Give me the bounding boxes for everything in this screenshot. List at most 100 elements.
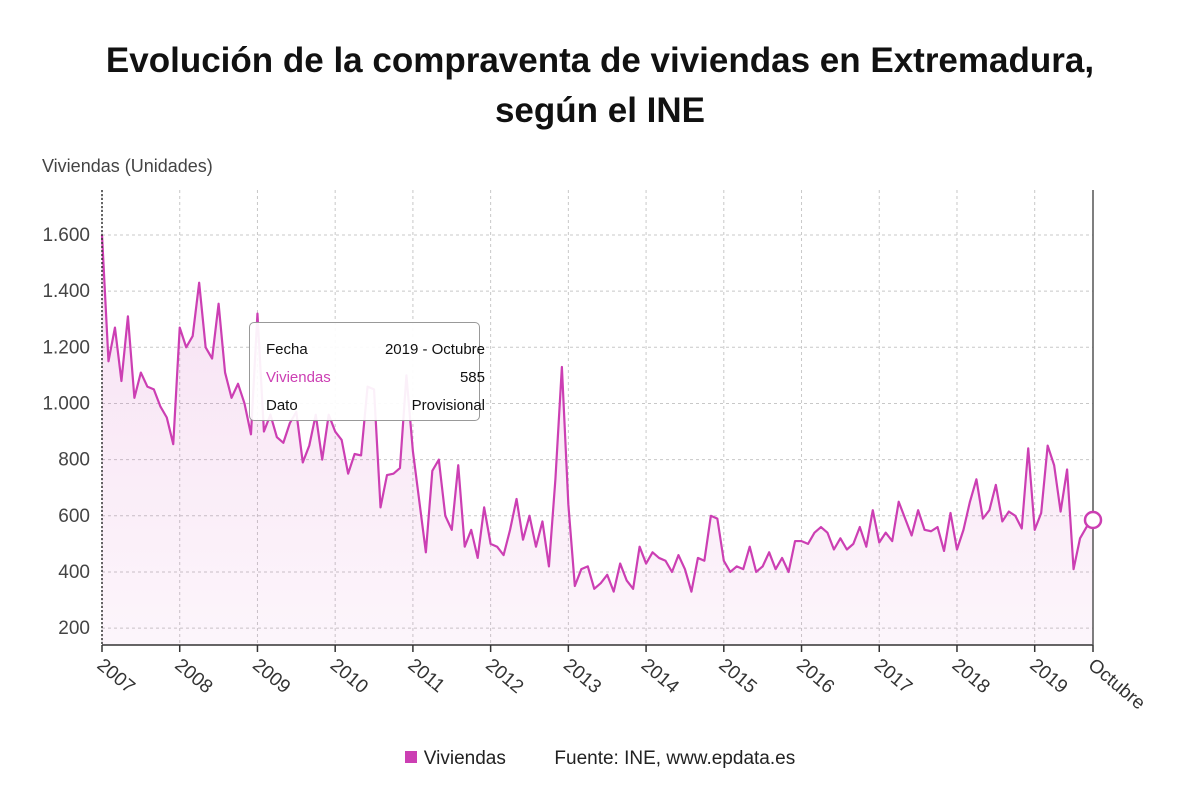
data-point[interactable] <box>761 564 765 568</box>
data-point[interactable] <box>670 570 674 574</box>
data-point[interactable] <box>1072 567 1076 571</box>
data-point[interactable] <box>651 550 655 554</box>
data-point[interactable] <box>851 542 855 546</box>
data-point[interactable] <box>534 545 538 549</box>
data-point[interactable] <box>223 371 227 375</box>
data-point[interactable] <box>1013 514 1017 518</box>
data-point[interactable] <box>126 314 130 318</box>
data-point[interactable] <box>476 556 480 560</box>
data-point[interactable] <box>333 430 337 434</box>
data-point[interactable] <box>106 359 110 363</box>
data-point[interactable] <box>152 387 156 391</box>
data-point[interactable] <box>657 556 661 560</box>
data-point[interactable] <box>929 529 933 533</box>
data-point[interactable] <box>767 550 771 554</box>
data-point[interactable] <box>793 539 797 543</box>
data-point[interactable] <box>696 556 700 560</box>
data-point[interactable] <box>994 483 998 487</box>
data-point[interactable] <box>502 553 506 557</box>
data-point[interactable] <box>838 536 842 540</box>
data-point[interactable] <box>301 460 305 464</box>
data-point[interactable] <box>385 473 389 477</box>
data-point[interactable] <box>119 379 123 383</box>
data-point[interactable] <box>631 587 635 591</box>
data-point[interactable] <box>812 531 816 535</box>
data-point[interactable] <box>955 548 959 552</box>
data-point[interactable] <box>871 508 875 512</box>
data-point[interactable] <box>825 531 829 535</box>
data-point[interactable] <box>910 533 914 537</box>
data-point[interactable] <box>210 357 214 361</box>
data-point[interactable] <box>217 302 221 306</box>
data-point[interactable] <box>391 472 395 476</box>
data-point[interactable] <box>359 453 363 457</box>
data-point[interactable] <box>709 514 713 518</box>
data-point[interactable] <box>281 441 285 445</box>
data-point[interactable] <box>845 548 849 552</box>
data-point[interactable] <box>100 233 104 237</box>
data-point[interactable] <box>379 505 383 509</box>
data-point[interactable] <box>1020 526 1024 530</box>
data-point[interactable] <box>961 528 965 532</box>
data-point[interactable] <box>437 458 441 462</box>
data-point[interactable] <box>774 567 778 571</box>
data-point[interactable] <box>463 545 467 549</box>
data-point[interactable] <box>877 540 881 544</box>
data-point[interactable] <box>307 444 311 448</box>
data-point[interactable] <box>1000 519 1004 523</box>
data-point[interactable] <box>515 497 519 501</box>
data-point[interactable] <box>340 438 344 442</box>
data-point[interactable] <box>495 545 499 549</box>
legend-item-viviendas[interactable]: Viviendas <box>404 748 511 769</box>
data-point[interactable] <box>592 587 596 591</box>
data-point[interactable] <box>262 430 266 434</box>
data-point[interactable] <box>806 542 810 546</box>
data-point[interactable] <box>547 564 551 568</box>
data-point[interactable] <box>443 514 447 518</box>
data-point[interactable] <box>521 538 525 542</box>
data-point[interactable] <box>139 371 143 375</box>
data-point[interactable] <box>113 326 117 330</box>
data-point[interactable] <box>625 578 629 582</box>
data-point[interactable] <box>987 508 991 512</box>
data-point[interactable] <box>702 559 706 563</box>
data-point[interactable] <box>748 545 752 549</box>
data-point[interactable] <box>618 562 622 566</box>
data-point[interactable] <box>981 517 985 521</box>
data-point[interactable] <box>230 396 234 400</box>
data-point[interactable] <box>916 508 920 512</box>
data-point[interactable] <box>398 466 402 470</box>
data-point[interactable] <box>171 442 175 446</box>
data-point[interactable] <box>243 401 247 405</box>
data-point[interactable] <box>949 511 953 515</box>
data-point[interactable] <box>689 590 693 594</box>
data-point[interactable] <box>923 528 927 532</box>
data-point[interactable] <box>469 528 473 532</box>
data-point[interactable] <box>508 528 512 532</box>
data-point[interactable] <box>197 281 201 285</box>
data-point[interactable] <box>1052 463 1056 467</box>
data-point[interactable] <box>586 564 590 568</box>
data-point[interactable] <box>968 500 972 504</box>
data-point[interactable] <box>936 525 940 529</box>
data-point[interactable] <box>1078 536 1082 540</box>
data-point[interactable] <box>540 519 544 523</box>
data-point[interactable] <box>566 503 570 507</box>
data-point[interactable] <box>560 365 564 369</box>
data-point[interactable] <box>411 449 415 453</box>
data-point[interactable] <box>780 556 784 560</box>
data-point[interactable] <box>890 539 894 543</box>
data-point[interactable] <box>158 404 162 408</box>
data-point[interactable] <box>288 421 292 425</box>
data-point[interactable] <box>236 382 240 386</box>
data-point[interactable] <box>612 590 616 594</box>
data-point[interactable] <box>819 525 823 529</box>
highlighted-data-point[interactable] <box>1083 510 1103 530</box>
data-point[interactable] <box>165 416 169 420</box>
data-point[interactable] <box>1059 510 1063 514</box>
data-point[interactable] <box>1065 467 1069 471</box>
data-point[interactable] <box>249 432 253 436</box>
data-point[interactable] <box>346 472 350 476</box>
data-point[interactable] <box>132 396 136 400</box>
